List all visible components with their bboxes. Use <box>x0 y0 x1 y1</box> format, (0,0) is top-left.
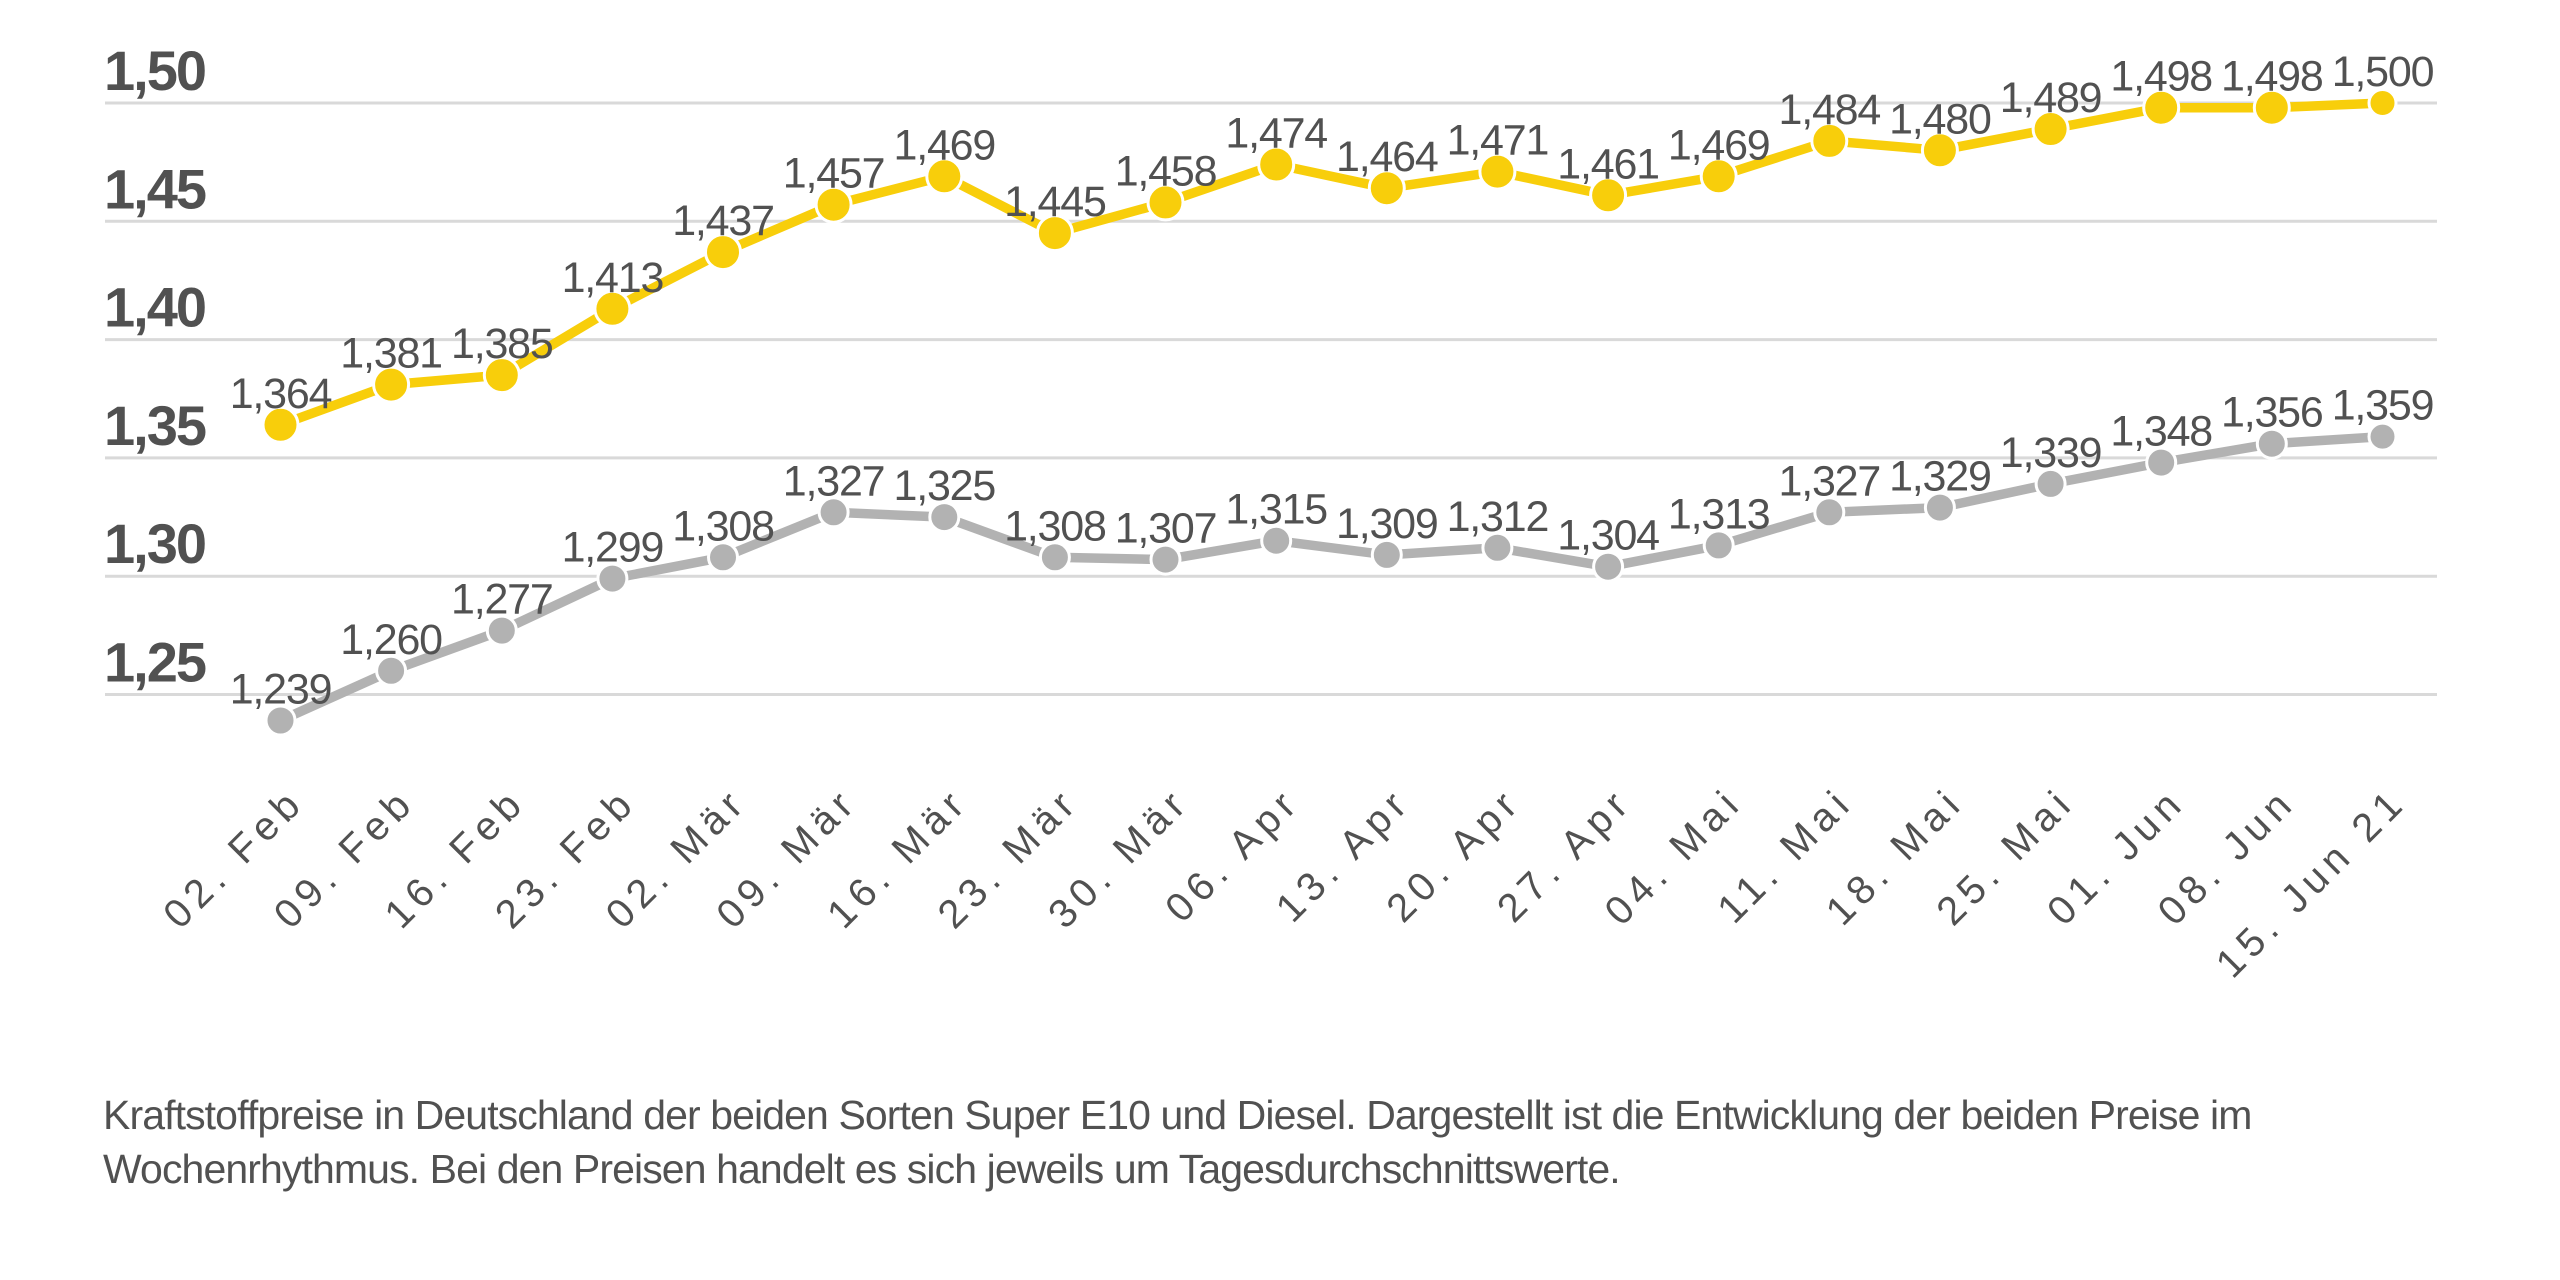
svg-text:1,359: 1,359 <box>2332 382 2434 430</box>
svg-text:1,25: 1,25 <box>104 631 206 694</box>
svg-text:1,277: 1,277 <box>451 576 553 624</box>
svg-text:1,327: 1,327 <box>1778 457 1880 505</box>
svg-text:1,457: 1,457 <box>783 150 885 198</box>
svg-text:1,498: 1,498 <box>2221 53 2323 101</box>
svg-text:1,469: 1,469 <box>1668 121 1770 169</box>
svg-text:1,474: 1,474 <box>1225 110 1327 158</box>
svg-text:1,489: 1,489 <box>2000 74 2102 122</box>
svg-text:1,304: 1,304 <box>1557 512 1659 560</box>
svg-text:1,385: 1,385 <box>451 320 553 368</box>
svg-text:Wochenrhythmus. Bei den Preise: Wochenrhythmus. Bei den Preisen handelt … <box>103 1146 1620 1192</box>
svg-text:1,364: 1,364 <box>230 370 332 418</box>
svg-text:1,445: 1,445 <box>1004 178 1106 226</box>
svg-text:1,50: 1,50 <box>104 39 205 102</box>
svg-text:1,40: 1,40 <box>104 276 205 339</box>
svg-text:1,45: 1,45 <box>104 157 206 220</box>
svg-text:1,315: 1,315 <box>1225 486 1327 534</box>
svg-text:1,312: 1,312 <box>1447 493 1549 541</box>
svg-text:1,458: 1,458 <box>1115 147 1217 195</box>
svg-text:1,413: 1,413 <box>562 254 664 302</box>
svg-text:1,484: 1,484 <box>1778 86 1880 134</box>
svg-text:1,309: 1,309 <box>1336 500 1438 548</box>
svg-text:1,381: 1,381 <box>340 330 442 378</box>
svg-text:1,35: 1,35 <box>104 394 206 457</box>
svg-text:1,325: 1,325 <box>893 462 995 510</box>
svg-text:1,471: 1,471 <box>1447 117 1549 165</box>
svg-text:1,329: 1,329 <box>1889 453 1991 501</box>
svg-text:1,437: 1,437 <box>672 197 774 245</box>
svg-text:1,30: 1,30 <box>104 512 205 575</box>
svg-text:1,299: 1,299 <box>562 524 664 572</box>
svg-text:1,308: 1,308 <box>1004 502 1106 550</box>
svg-text:1,308: 1,308 <box>672 502 774 550</box>
svg-text:1,339: 1,339 <box>2000 429 2102 477</box>
svg-text:1,464: 1,464 <box>1336 133 1438 181</box>
svg-text:1,348: 1,348 <box>2110 408 2212 456</box>
svg-text:1,498: 1,498 <box>2110 53 2212 101</box>
svg-text:1,239: 1,239 <box>230 666 332 714</box>
svg-text:Kraftstoffpreise in Deutschlan: Kraftstoffpreise in Deutschland der beid… <box>103 1092 2251 1138</box>
svg-text:1,327: 1,327 <box>783 457 885 505</box>
svg-text:1,356: 1,356 <box>2221 389 2323 437</box>
svg-text:1,260: 1,260 <box>340 616 442 664</box>
svg-text:1,313: 1,313 <box>1668 490 1770 538</box>
svg-text:1,307: 1,307 <box>1115 505 1217 553</box>
svg-text:1,500: 1,500 <box>2332 48 2434 96</box>
svg-text:1,461: 1,461 <box>1557 140 1659 188</box>
svg-text:1,469: 1,469 <box>893 121 995 169</box>
svg-text:1,480: 1,480 <box>1889 95 1991 143</box>
